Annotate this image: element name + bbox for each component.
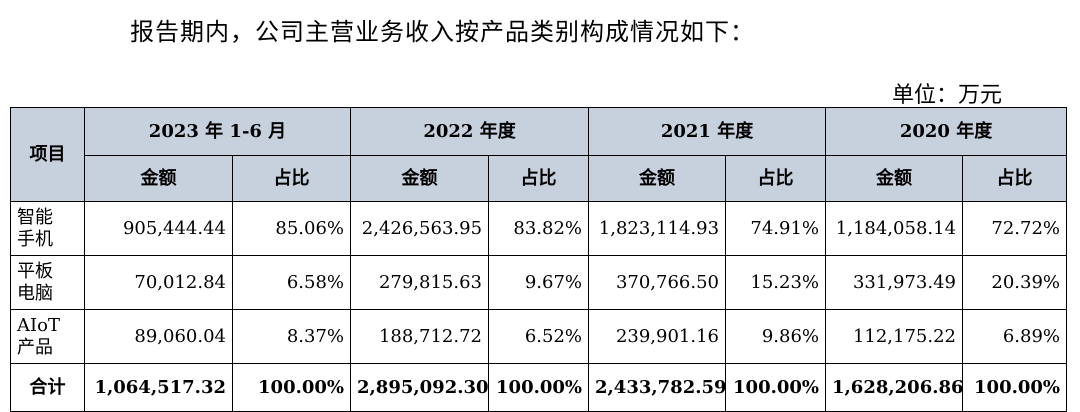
category-cell: 智能 手机 <box>10 201 85 256</box>
ratio-cell: 8.37% <box>231 309 352 364</box>
total-amount-cell: 2,895,092.30 <box>350 363 490 412</box>
ratio-cell: 9.67% <box>488 255 590 310</box>
header-row-metrics: 金额 占比 金额 占比 金额 占比 金额 占比 <box>11 155 1068 202</box>
category-line: 电脑 <box>17 282 53 304</box>
amount-cell: 112,175.22 <box>825 309 964 364</box>
ratio-header: 占比 <box>231 155 352 202</box>
amount-cell: 331,973.49 <box>825 255 964 310</box>
category-line: 智能 <box>17 206 53 228</box>
total-row: 合计 1,064,517.32 100.00% 2,895,092.30 100… <box>10 363 1068 412</box>
amount-cell: 70,012.84 <box>84 255 233 310</box>
amount-header: 金额 <box>588 155 727 202</box>
total-amount-cell: 1,628,206.86 <box>825 363 964 412</box>
ratio-cell: 74.91% <box>725 201 827 256</box>
amount-cell: 89,060.04 <box>84 309 233 364</box>
total-amount-cell: 1,064,517.32 <box>84 363 233 412</box>
table-row: 平板 电脑 70,012.84 6.58% 279,815.63 9.67% 37… <box>10 255 1068 310</box>
revenue-table: 项目 2023 年 1-6 月 2022 年度 2021 年度 2020 年度 … <box>10 107 1068 412</box>
ratio-header: 占比 <box>488 155 590 202</box>
ratio-header: 占比 <box>962 155 1068 202</box>
amount-cell: 279,815.63 <box>350 255 490 310</box>
item-header: 项目 <box>10 107 85 202</box>
amount-header: 金额 <box>825 155 964 202</box>
header-row-periods: 项目 2023 年 1-6 月 2022 年度 2021 年度 2020 年度 <box>10 107 1068 202</box>
amount-cell: 1,184,058.14 <box>825 201 964 256</box>
ratio-cell: 9.86% <box>725 309 827 364</box>
ratio-header: 占比 <box>725 155 827 202</box>
category-cell: 平板 电脑 <box>10 255 85 310</box>
period-header: 2022 年度 <box>350 107 590 156</box>
amount-cell: 239,901.16 <box>588 309 727 364</box>
ratio-cell: 6.58% <box>231 255 352 310</box>
category-line: AIoT <box>17 314 60 336</box>
period-header: 2020 年度 <box>825 107 1068 156</box>
category-cell: AIoT 产品 <box>10 309 85 364</box>
period-header: 2023 年 1-6 月 <box>83 107 352 156</box>
amount-cell: 905,444.44 <box>84 201 233 256</box>
total-ratio-cell: 100.00% <box>231 363 352 412</box>
amount-header: 金额 <box>84 155 233 202</box>
total-amount-cell: 2,433,782.59 <box>588 363 727 412</box>
total-ratio-cell: 100.00% <box>725 363 827 412</box>
category-line: 手机 <box>17 228 53 250</box>
amount-cell: 1,823,114.93 <box>588 201 727 256</box>
total-ratio-cell: 100.00% <box>962 363 1068 412</box>
unit-label: 单位：万元 <box>891 83 1002 108</box>
ratio-cell: 20.39% <box>962 255 1068 310</box>
table-row: 智能 手机 905,444.44 85.06% 2,426,563.95 83.8… <box>10 201 1068 256</box>
intro-text: 报告期内，公司主营业务收入按产品类别构成情况如下： <box>130 18 755 46</box>
amount-cell: 2,426,563.95 <box>350 201 490 256</box>
category-line: 产品 <box>17 336 53 358</box>
total-ratio-cell: 100.00% <box>488 363 590 412</box>
period-header: 2021 年度 <box>588 107 827 156</box>
ratio-cell: 83.82% <box>488 201 590 256</box>
total-label: 合计 <box>10 363 85 412</box>
amount-header: 金额 <box>350 155 490 202</box>
ratio-cell: 72.72% <box>962 201 1068 256</box>
ratio-cell: 85.06% <box>231 201 352 256</box>
amount-cell: 370,766.50 <box>588 255 727 310</box>
ratio-cell: 6.89% <box>962 309 1068 364</box>
amount-cell: 188,712.72 <box>350 309 490 364</box>
ratio-cell: 15.23% <box>725 255 827 310</box>
table-row: AIoT 产品 89,060.04 8.37% 188,712.72 6.52% … <box>10 309 1068 364</box>
ratio-cell: 6.52% <box>488 309 590 364</box>
category-line: 平板 <box>17 260 53 282</box>
